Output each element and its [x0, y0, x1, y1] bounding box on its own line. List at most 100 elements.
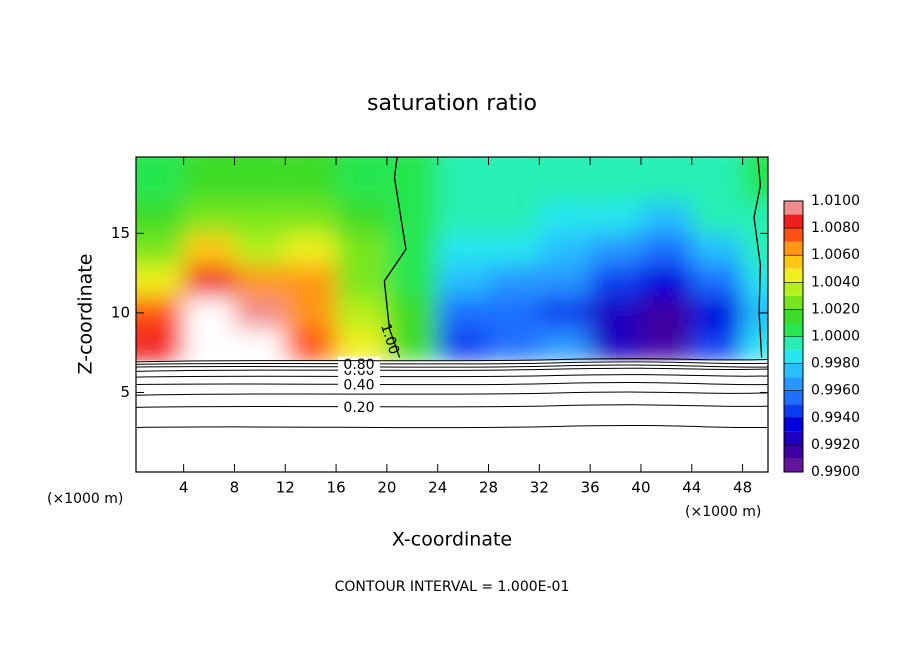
field-cell [386, 157, 438, 202]
field-cell [183, 265, 235, 297]
field-cell [234, 233, 286, 266]
field-cell [234, 265, 286, 297]
colorbar-swatch [784, 350, 803, 364]
field-cell [285, 233, 337, 266]
field-cell [336, 233, 387, 266]
field-cell [539, 201, 591, 234]
field-cell [488, 233, 540, 266]
chart-title: saturation ratio [367, 91, 537, 116]
x-tick-label: 28 [479, 479, 498, 497]
contour-line [135, 361, 769, 365]
contour-line [135, 391, 769, 396]
field-cell [742, 328, 768, 361]
field-cell [336, 265, 387, 297]
field-cell [336, 297, 387, 329]
field-cell [437, 233, 489, 266]
colorbar-swatch [784, 241, 803, 256]
contour-label-bg [338, 377, 380, 392]
field-cell [742, 157, 768, 202]
colorbar-swatch [784, 417, 803, 432]
field-cell [136, 201, 184, 234]
contour-line [135, 364, 769, 368]
colorbar-swatch [784, 255, 803, 269]
colorbar-label: 0.9920 [811, 437, 860, 453]
colorbar-label: 0.9960 [811, 383, 860, 399]
axes: 4 8 12 16 20 24 28 32 36 40 44 48510150.99000.99200… [111, 156, 860, 497]
field-cell [590, 157, 641, 202]
contour-line [135, 404, 769, 408]
field-cell [742, 233, 768, 266]
colorbar-swatch [784, 458, 803, 472]
colorbar-swatch [784, 228, 803, 242]
field-cell [488, 201, 540, 234]
field-cell [488, 265, 540, 297]
contour-line [135, 424, 769, 429]
field-cell [691, 233, 743, 266]
field-cell [285, 328, 337, 361]
x-tick-label: 48 [733, 479, 752, 497]
contour-line [383, 156, 407, 358]
field-cell [640, 233, 692, 266]
field-cell [234, 328, 286, 361]
x-unit-label: (×1000 m) [47, 491, 123, 507]
colorbar-swatch [784, 201, 803, 215]
field-cell [386, 233, 438, 266]
colorbar-swatch [784, 404, 803, 418]
contour-line [135, 374, 769, 378]
field-cell [488, 297, 540, 329]
x-tick-label: 20 [377, 479, 396, 497]
colorbar-swatch [784, 214, 803, 229]
colorbar-swatch [784, 295, 803, 310]
field-cell [386, 201, 438, 234]
x-unit-label: (×1000 m) [685, 504, 761, 520]
field-cell [742, 265, 768, 297]
y-tick-label: 10 [111, 303, 130, 321]
field-cell [590, 265, 641, 297]
field-cell [336, 201, 387, 234]
x-axis-label: X-coordinate [392, 529, 512, 551]
field [136, 157, 768, 361]
contours: 0.200.400.600.801.00 [135, 156, 769, 429]
field-cell [234, 297, 286, 329]
x-tick-label: 40 [631, 479, 650, 497]
field-cell [136, 157, 184, 202]
x-tick-label: 12 [276, 479, 295, 497]
y-tick-label: 15 [111, 224, 130, 242]
field-cell [183, 233, 235, 266]
colorbar-label: 1.0080 [811, 220, 860, 236]
colorbar-swatch [784, 268, 803, 283]
x-tick-label: 36 [581, 479, 600, 497]
colorbar-label: 1.0060 [811, 247, 860, 263]
colorbar-label: 0.9980 [811, 356, 860, 372]
x-tick-label: 32 [530, 479, 549, 497]
field-cell [234, 157, 286, 202]
colorbar-label: 0.9900 [811, 464, 860, 480]
field-cell [234, 201, 286, 234]
field-cell [386, 265, 438, 297]
x-tick-label: 24 [428, 479, 447, 497]
colorbar-label: 0.9940 [811, 410, 860, 426]
colorbar-swatch [784, 322, 803, 337]
field-cell [640, 157, 692, 202]
colorbar-label: 1.0040 [811, 274, 860, 290]
colorbar-label: 1.0000 [811, 329, 860, 345]
field-cell [691, 328, 743, 361]
field-cell [640, 201, 692, 234]
field-cell [437, 201, 489, 234]
contour-label: 0.80 [343, 357, 374, 373]
field-cell [136, 233, 184, 266]
field-cell [691, 201, 743, 234]
contour-line [135, 382, 769, 386]
field-cell [285, 297, 337, 329]
colorbar-swatch [784, 431, 803, 445]
colorbar-swatch [784, 444, 803, 459]
field-cell [136, 297, 184, 329]
field-cell [640, 297, 692, 329]
field-cell [640, 265, 692, 297]
colorbar-swatch [784, 363, 803, 378]
field-cell [437, 157, 489, 202]
colorbar-swatch [784, 377, 803, 391]
field-cell [183, 157, 235, 202]
field-cell [539, 157, 591, 202]
plot-frame [135, 156, 769, 473]
